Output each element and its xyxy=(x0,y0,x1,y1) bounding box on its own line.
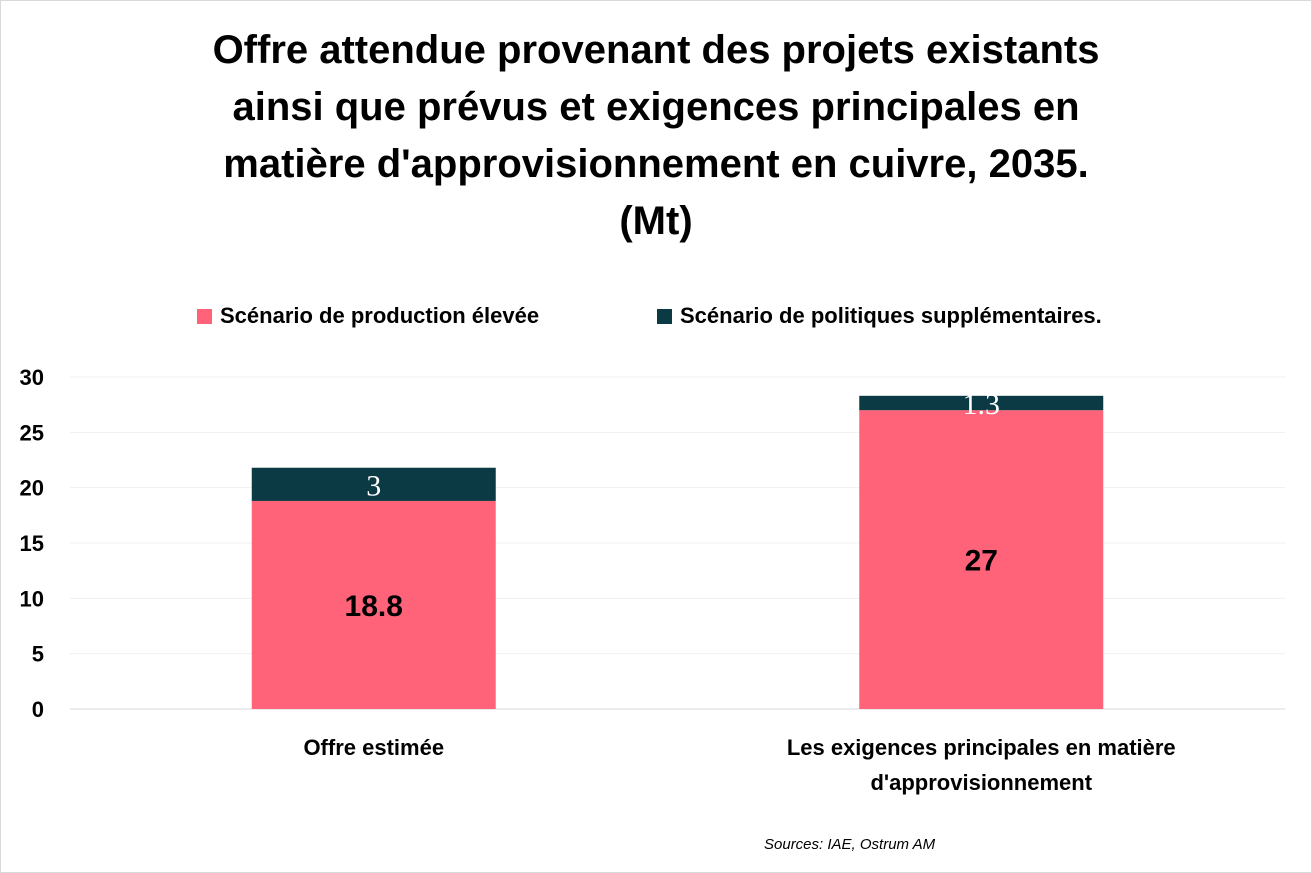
title-line: matière d'approvisionnement en cuivre, 2… xyxy=(223,142,1089,186)
data-label: 27 xyxy=(965,545,998,578)
y-tick-label: 0 xyxy=(32,697,44,722)
x-tick-label: Les exigences principales en matière xyxy=(787,735,1176,760)
bar-segment xyxy=(859,395,1104,411)
legend-item-policies: Scénario de politiques supplémentaires. xyxy=(657,303,1102,329)
legend-swatch xyxy=(197,308,212,324)
legend-label: Scénario de politiques supplémentaires. xyxy=(680,303,1102,328)
data-label: 18.8 xyxy=(345,590,403,623)
legend-swatch xyxy=(657,308,672,324)
y-tick-label: 20 xyxy=(20,476,44,501)
legend-label: Scénario de production élevée xyxy=(220,303,540,328)
legend-item-production: Scénario de production élevée xyxy=(197,303,539,329)
y-tick-label: 25 xyxy=(20,420,44,445)
title-line: Offre attendue provenant des projets exi… xyxy=(212,28,1100,72)
source-note: Sources: IAE, Ostrum AM xyxy=(764,836,936,853)
bar-segment xyxy=(251,467,496,501)
title-line: (Mt) xyxy=(619,199,693,243)
y-tick-label: 5 xyxy=(32,642,44,667)
bar-segment xyxy=(251,500,496,709)
data-label: 1.3 xyxy=(963,388,1001,421)
x-tick-label: Offre estimée xyxy=(303,735,444,760)
data-label: 3 xyxy=(366,469,381,502)
chart-title: Offre attendue provenant des projets exi… xyxy=(0,22,1312,250)
title-line: ainsi que prévus et exigences principale… xyxy=(232,85,1080,129)
y-tick-label: 10 xyxy=(20,586,44,611)
x-tick-label: d'approvisionnement xyxy=(870,770,1092,795)
y-tick-label: 15 xyxy=(20,531,44,556)
y-tick-label: 30 xyxy=(20,365,44,390)
bar-segment xyxy=(859,410,1104,709)
